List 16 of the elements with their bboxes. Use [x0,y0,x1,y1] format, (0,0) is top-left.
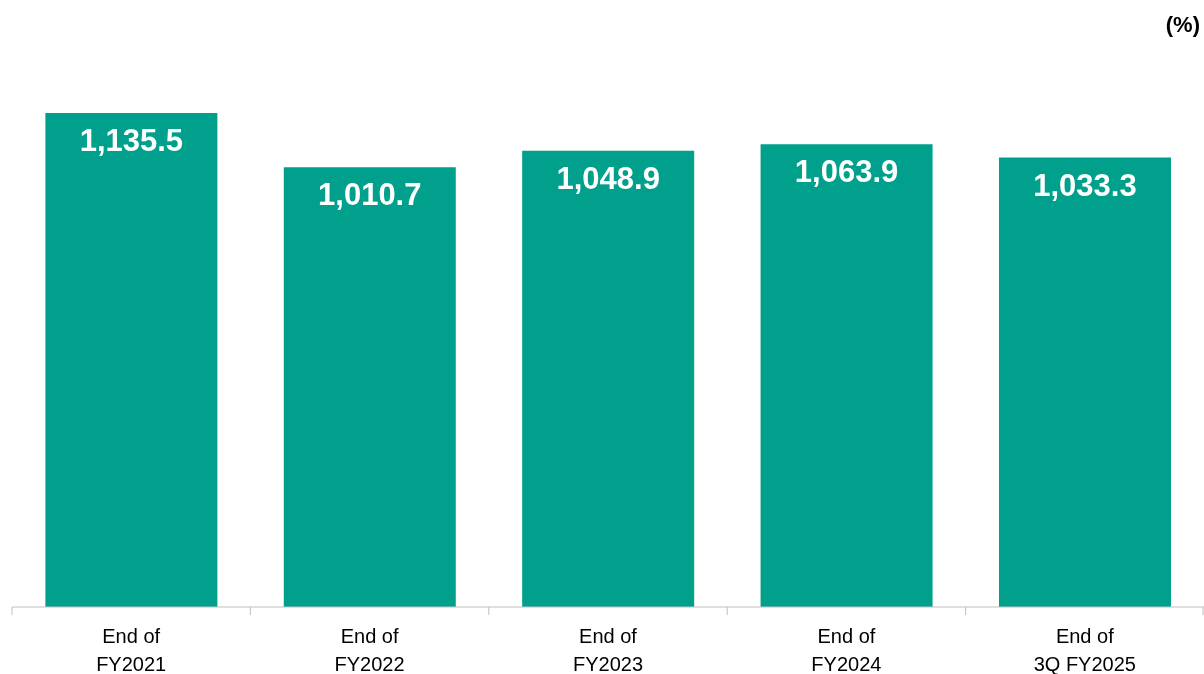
bar [522,150,695,607]
bar [283,167,456,607]
x-tick-label: End of FY2021 [96,625,167,674]
bar [760,144,933,607]
x-tick-label: End of FY2024 [811,625,882,674]
y-axis-title: (%) [1165,12,1200,38]
data-label: 1,135.5 [79,123,184,159]
x-tick-label: End of FY2023 [572,625,644,674]
bar [45,113,218,607]
data-label: 1,010.7 [318,177,422,213]
x-tick-label: End of FY2022 [334,625,405,674]
data-label: 1,033.3 [1033,167,1137,203]
bar [998,157,1171,607]
x-tick-label: End of 3Q FY2025 [1033,625,1136,674]
data-label: 1,048.9 [556,160,660,196]
data-label: 1,063.9 [794,154,899,190]
